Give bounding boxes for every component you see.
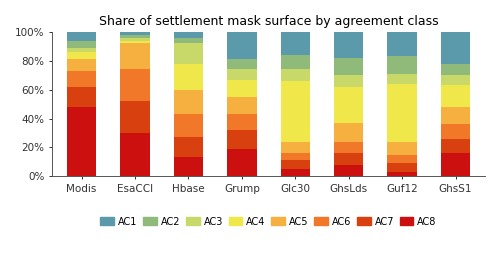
Bar <box>388 172 417 176</box>
Bar <box>174 137 203 158</box>
Bar <box>388 74 417 84</box>
Bar <box>334 123 364 142</box>
Bar <box>174 158 203 176</box>
Bar <box>388 32 417 56</box>
Bar <box>67 107 96 176</box>
Bar <box>120 101 150 133</box>
Bar <box>174 38 203 44</box>
Bar <box>334 142 364 153</box>
Bar <box>441 124 470 139</box>
Bar <box>334 165 364 176</box>
Bar <box>334 75 364 87</box>
Bar <box>388 84 417 142</box>
Bar <box>334 87 364 123</box>
Bar <box>280 70 310 81</box>
Bar <box>67 87 96 107</box>
Bar <box>174 44 203 64</box>
Bar <box>120 38 150 41</box>
Bar <box>441 75 470 85</box>
Bar <box>388 56 417 74</box>
Bar <box>67 41 96 48</box>
Bar <box>227 114 256 130</box>
Bar <box>441 153 470 176</box>
Bar <box>227 70 256 79</box>
Bar <box>441 64 470 75</box>
Bar <box>441 85 470 107</box>
Bar <box>280 160 310 169</box>
Bar <box>227 149 256 176</box>
Bar <box>174 114 203 137</box>
Bar <box>388 142 417 155</box>
Bar <box>227 79 256 97</box>
Bar <box>441 139 470 153</box>
Bar <box>67 48 96 52</box>
Title: Share of settlement mask surface by agreement class: Share of settlement mask surface by agre… <box>99 15 438 28</box>
Bar <box>120 133 150 176</box>
Bar <box>388 155 417 163</box>
Bar <box>280 169 310 176</box>
Bar <box>67 32 96 41</box>
Bar <box>280 32 310 55</box>
Bar <box>280 153 310 160</box>
Bar <box>120 32 150 35</box>
Bar <box>174 90 203 114</box>
Bar <box>174 32 203 38</box>
Legend: AC1, AC2, AC3, AC4, AC5, AC6, AC7, AC8: AC1, AC2, AC3, AC4, AC5, AC6, AC7, AC8 <box>96 213 440 231</box>
Bar <box>280 55 310 70</box>
Bar <box>120 70 150 101</box>
Bar <box>388 163 417 172</box>
Bar <box>441 32 470 64</box>
Bar <box>441 107 470 124</box>
Bar <box>67 59 96 71</box>
Bar <box>280 81 310 142</box>
Bar <box>120 44 150 70</box>
Bar <box>227 130 256 149</box>
Bar <box>334 58 364 75</box>
Bar <box>227 32 256 59</box>
Bar <box>227 97 256 114</box>
Bar <box>120 35 150 38</box>
Bar <box>174 64 203 90</box>
Bar <box>120 41 150 44</box>
Bar <box>67 52 96 59</box>
Bar <box>334 32 364 58</box>
Bar <box>227 59 256 70</box>
Bar <box>334 153 364 165</box>
Bar <box>280 142 310 153</box>
Bar <box>67 71 96 87</box>
